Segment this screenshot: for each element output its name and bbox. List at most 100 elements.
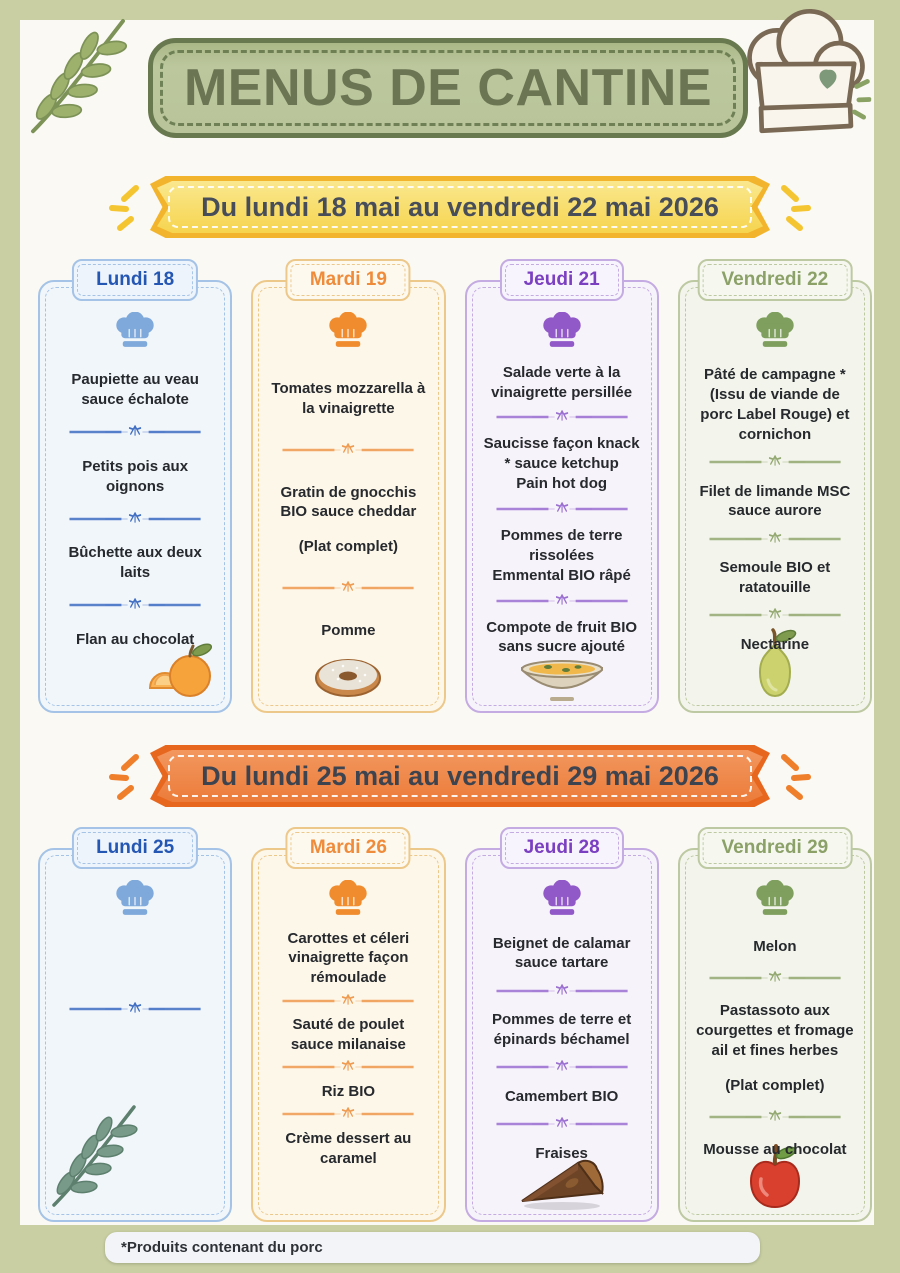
menu-item: Saucisse façon knack * sauce ketchup	[483, 434, 640, 472]
menu-item: Flan au chocolat	[75, 630, 195, 648]
menu-course: Salade verte à la vinaigrette persillée	[483, 362, 641, 404]
courses-list: Pâté de campagne * (Issu de viande de po…	[688, 355, 862, 703]
chef-hat-icon	[261, 879, 435, 923]
menu-item: (Plat complet)	[725, 1076, 825, 1094]
menu-course: Carottes et céleri vinaigrette façon rém…	[269, 928, 427, 989]
menu-course: Compote de fruit BIO sans sucre ajouté	[483, 617, 641, 659]
week1-banner-text: Du lundi 18 mai au vendredi 22 mai 2026	[201, 191, 719, 222]
day-card-vendredi-22: Vendredi 22 Pâté de campagne * (Issu de v…	[677, 259, 872, 713]
divider-ornament	[494, 408, 630, 428]
chef-hat-logo	[732, 3, 876, 163]
donut-illustration	[305, 648, 391, 707]
divider-ornament	[280, 579, 416, 599]
week1-banner: Du lundi 18 mai au vendredi 22 mai 2026	[109, 176, 811, 238]
divider-ornament	[67, 596, 203, 616]
menu-item: Mousse au chocolat	[703, 1141, 847, 1158]
day-menu-panel: Carottes et céleri vinaigrette façon rém…	[251, 848, 446, 1222]
pear-illustration	[746, 628, 804, 707]
divider-ornament	[707, 530, 843, 550]
page-title: MENUS DE CANTINE	[183, 59, 713, 117]
menu-course: Pommes de terre rissolées Emmental BIO râ…	[483, 525, 641, 587]
day-tab: Mardi 19	[285, 259, 411, 301]
menu-item: Camembert BIO	[504, 1087, 619, 1105]
day-label: Mardi 19	[309, 269, 387, 290]
poster-paper: MENUS DE CANTINE	[20, 8, 874, 1225]
menu-course: Tomates mozzarella à la vinaigrette	[269, 378, 427, 420]
menu-item: Filet de limande MSC sauce aurore	[699, 482, 851, 520]
menu-item: Pastassoto aux courgettes et fromage ail…	[696, 1002, 854, 1059]
divider-ornament	[67, 423, 203, 443]
courses-list: Salade verte à la vinaigrette persillée S…	[475, 355, 649, 703]
menu-item: Pommes de terre et épinards béchamel	[492, 1011, 632, 1048]
day-card-jeudi-28: Jeudi 28 Beignet de calamar sauce tartare…	[464, 827, 659, 1222]
menu-course: Mousse au chocolat	[696, 1139, 854, 1161]
olive-branch-icon	[26, 12, 130, 143]
day-card-lundi-25: Lundi 25	[38, 827, 233, 1222]
divider-ornament	[280, 992, 416, 1012]
sparkle-strokes-icon	[774, 749, 814, 812]
divider-ornament	[280, 1105, 416, 1125]
orange-illustration	[146, 642, 218, 705]
menu-item: Riz BIO	[321, 1082, 376, 1100]
day-menu-panel: Salade verte à la vinaigrette persillée S…	[464, 280, 659, 713]
courses-list: Beignet de calamar sauce tartare Pommes d…	[475, 923, 649, 1212]
day-menu-panel: Tomates mozzarella à la vinaigrette Grati…	[251, 280, 446, 713]
menu-item: Beignet de calamar sauce tartare	[492, 934, 631, 972]
menu-course: Crème dessert au caramel	[269, 1128, 427, 1170]
menu-course: Pastassoto aux courgettes et fromage ail…	[696, 1000, 854, 1096]
divider-ornament	[494, 1115, 630, 1135]
sparkle-strokes-icon	[774, 180, 814, 243]
day-label: Jeudi 28	[523, 837, 600, 858]
menu-item: Paupiette au veau sauce échalote	[71, 371, 199, 409]
day-card-lundi-18: Lundi 18 Paupiette au veau sauce échalote…	[38, 259, 233, 713]
menu-item: Pâté de campagne * (Issu de viande de po…	[700, 366, 850, 443]
day-tab: Jeudi 21	[499, 259, 624, 301]
menu-course: Paupiette au veau sauce échalote	[56, 369, 214, 411]
day-menu-panel	[38, 848, 233, 1222]
menu-item: Fraises	[535, 1144, 588, 1162]
menu-item: Nectarine	[740, 635, 810, 653]
menu-course: Semoule BIO et ratatouille	[696, 557, 854, 599]
chef-hat-icon	[261, 311, 435, 355]
day-card-vendredi-29: Vendredi 29 Melon Pastassoto aux courgette…	[677, 827, 872, 1222]
divider-ornament	[494, 1058, 630, 1078]
day-menu-panel: Melon Pastassoto aux courgettes et fromag…	[677, 848, 872, 1222]
apple-illustration	[743, 1143, 807, 1216]
menu-item: Sauté de poulet sauce milanaise	[290, 1016, 406, 1053]
divider-ornament	[707, 969, 843, 989]
day-label: Vendredi 22	[721, 269, 829, 290]
chef-hat-icon	[475, 311, 649, 355]
day-tab: Vendredi 29	[697, 827, 853, 869]
divider-ornament	[280, 1058, 416, 1078]
stew-bowl-illustration	[514, 654, 610, 707]
menu-course: Melon	[696, 936, 854, 958]
menu-item: Pain hot dog	[516, 475, 608, 493]
divider-ornament	[494, 982, 630, 1002]
sparkle-strokes-icon	[106, 180, 146, 243]
day-card-mardi-19: Mardi 19 Tomates mozzarella à la vinaigre…	[251, 259, 446, 713]
divider-ornament	[707, 453, 843, 473]
chef-hat-icon	[48, 311, 222, 355]
menu-item: Pommes de terre rissolées	[500, 526, 623, 564]
day-tab: Lundi 25	[72, 827, 199, 869]
menu-course: Sauté de poulet sauce milanaise	[269, 1014, 427, 1056]
day-label: Jeudi 21	[523, 269, 600, 290]
menu-course: Pommes de terre et épinards béchamel	[483, 1009, 641, 1051]
chef-hat-icon	[688, 311, 862, 355]
day-tab: Vendredi 22	[697, 259, 853, 301]
day-label: Lundi 25	[96, 837, 175, 858]
divider-ornament	[707, 606, 843, 626]
menu-course: Petits pois aux oignons	[56, 456, 214, 498]
day-tab: Lundi 18	[72, 259, 199, 301]
chocolate-pie-illustration	[516, 1153, 608, 1216]
day-label: Mardi 26	[309, 837, 387, 858]
week2-cards-row: Lundi 25 Mardi 26 Carottes et céleri vinai…	[38, 827, 872, 1222]
divider-ornament	[67, 510, 203, 530]
courses-list: Carottes et céleri vinaigrette façon rém…	[261, 923, 435, 1212]
day-label: Vendredi 29	[721, 837, 829, 858]
chef-hat-icon	[475, 879, 649, 923]
day-menu-panel: Pâté de campagne * (Issu de viande de po…	[677, 280, 872, 713]
menu-course: Bûchette aux deux laits	[56, 542, 214, 584]
menu-course: Camembert BIO	[483, 1086, 641, 1108]
day-label: Lundi 18	[96, 269, 175, 290]
